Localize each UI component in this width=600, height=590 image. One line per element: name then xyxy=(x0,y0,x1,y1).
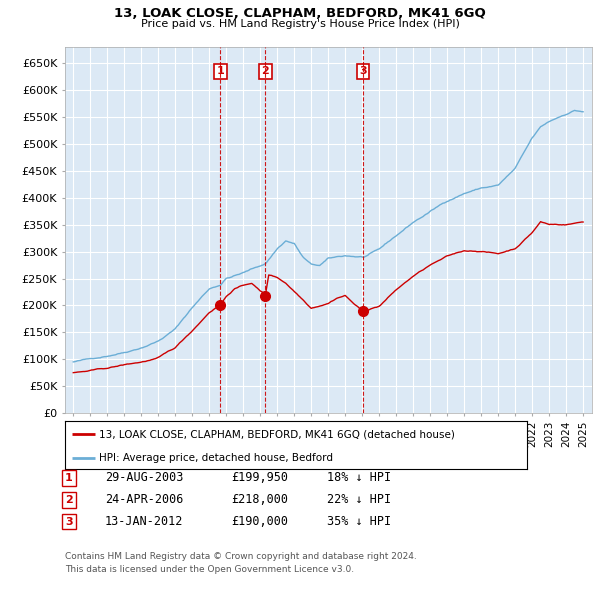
Text: Price paid vs. HM Land Registry's House Price Index (HPI): Price paid vs. HM Land Registry's House … xyxy=(140,19,460,29)
Text: 13, LOAK CLOSE, CLAPHAM, BEDFORD, MK41 6GQ: 13, LOAK CLOSE, CLAPHAM, BEDFORD, MK41 6… xyxy=(114,7,486,20)
Text: 13, LOAK CLOSE, CLAPHAM, BEDFORD, MK41 6GQ (detached house): 13, LOAK CLOSE, CLAPHAM, BEDFORD, MK41 6… xyxy=(100,429,455,439)
Text: 3: 3 xyxy=(359,67,367,77)
Text: This data is licensed under the Open Government Licence v3.0.: This data is licensed under the Open Gov… xyxy=(65,565,354,574)
Text: HPI: Average price, detached house, Bedford: HPI: Average price, detached house, Bedf… xyxy=(100,453,334,463)
Text: 2: 2 xyxy=(262,67,269,77)
Text: 18% ↓ HPI: 18% ↓ HPI xyxy=(327,471,391,484)
Text: 2: 2 xyxy=(65,495,73,504)
Text: £218,000: £218,000 xyxy=(231,493,288,506)
Text: 22% ↓ HPI: 22% ↓ HPI xyxy=(327,493,391,506)
Text: 1: 1 xyxy=(217,67,224,77)
Text: 29-AUG-2003: 29-AUG-2003 xyxy=(105,471,184,484)
Text: 24-APR-2006: 24-APR-2006 xyxy=(105,493,184,506)
Text: 3: 3 xyxy=(65,517,73,526)
Text: £199,950: £199,950 xyxy=(231,471,288,484)
Text: 35% ↓ HPI: 35% ↓ HPI xyxy=(327,515,391,528)
Text: £190,000: £190,000 xyxy=(231,515,288,528)
Text: 13-JAN-2012: 13-JAN-2012 xyxy=(105,515,184,528)
Text: 1: 1 xyxy=(65,473,73,483)
Text: Contains HM Land Registry data © Crown copyright and database right 2024.: Contains HM Land Registry data © Crown c… xyxy=(65,552,416,560)
